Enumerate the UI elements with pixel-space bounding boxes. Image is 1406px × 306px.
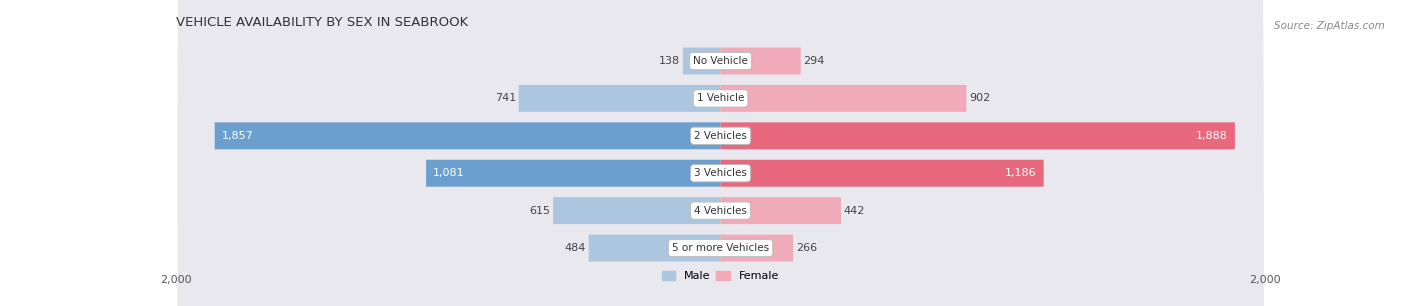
FancyBboxPatch shape	[215, 122, 721, 149]
FancyBboxPatch shape	[176, 0, 1265, 306]
FancyBboxPatch shape	[176, 0, 1265, 306]
FancyBboxPatch shape	[176, 0, 1265, 306]
FancyBboxPatch shape	[721, 160, 1043, 187]
Text: 1,081: 1,081	[433, 168, 464, 178]
Text: 1,857: 1,857	[222, 131, 253, 141]
Text: 484: 484	[565, 243, 586, 253]
FancyBboxPatch shape	[721, 85, 966, 112]
Text: VEHICLE AVAILABILITY BY SEX IN SEABROOK: VEHICLE AVAILABILITY BY SEX IN SEABROOK	[176, 16, 468, 28]
FancyBboxPatch shape	[176, 0, 1265, 306]
Text: 741: 741	[495, 93, 516, 103]
FancyBboxPatch shape	[519, 85, 721, 112]
FancyBboxPatch shape	[721, 197, 841, 224]
Text: 266: 266	[796, 243, 817, 253]
Text: 5 or more Vehicles: 5 or more Vehicles	[672, 243, 769, 253]
Text: No Vehicle: No Vehicle	[693, 56, 748, 66]
Text: 1 Vehicle: 1 Vehicle	[697, 93, 744, 103]
Text: Source: ZipAtlas.com: Source: ZipAtlas.com	[1274, 21, 1385, 32]
FancyBboxPatch shape	[589, 235, 721, 262]
Text: 2 Vehicles: 2 Vehicles	[695, 131, 747, 141]
FancyBboxPatch shape	[721, 122, 1234, 149]
FancyBboxPatch shape	[176, 0, 1265, 306]
FancyBboxPatch shape	[721, 235, 793, 262]
FancyBboxPatch shape	[553, 197, 721, 224]
Text: 442: 442	[844, 206, 865, 216]
Text: 138: 138	[659, 56, 681, 66]
Text: 1,186: 1,186	[1005, 168, 1036, 178]
FancyBboxPatch shape	[426, 160, 721, 187]
FancyBboxPatch shape	[176, 0, 1265, 306]
Legend: Male, Female: Male, Female	[658, 266, 783, 285]
Text: 902: 902	[969, 93, 990, 103]
Text: 1,888: 1,888	[1197, 131, 1227, 141]
Text: 4 Vehicles: 4 Vehicles	[695, 206, 747, 216]
Text: 615: 615	[529, 206, 550, 216]
Text: 3 Vehicles: 3 Vehicles	[695, 168, 747, 178]
FancyBboxPatch shape	[683, 47, 721, 74]
Text: 294: 294	[803, 56, 825, 66]
FancyBboxPatch shape	[721, 47, 800, 74]
